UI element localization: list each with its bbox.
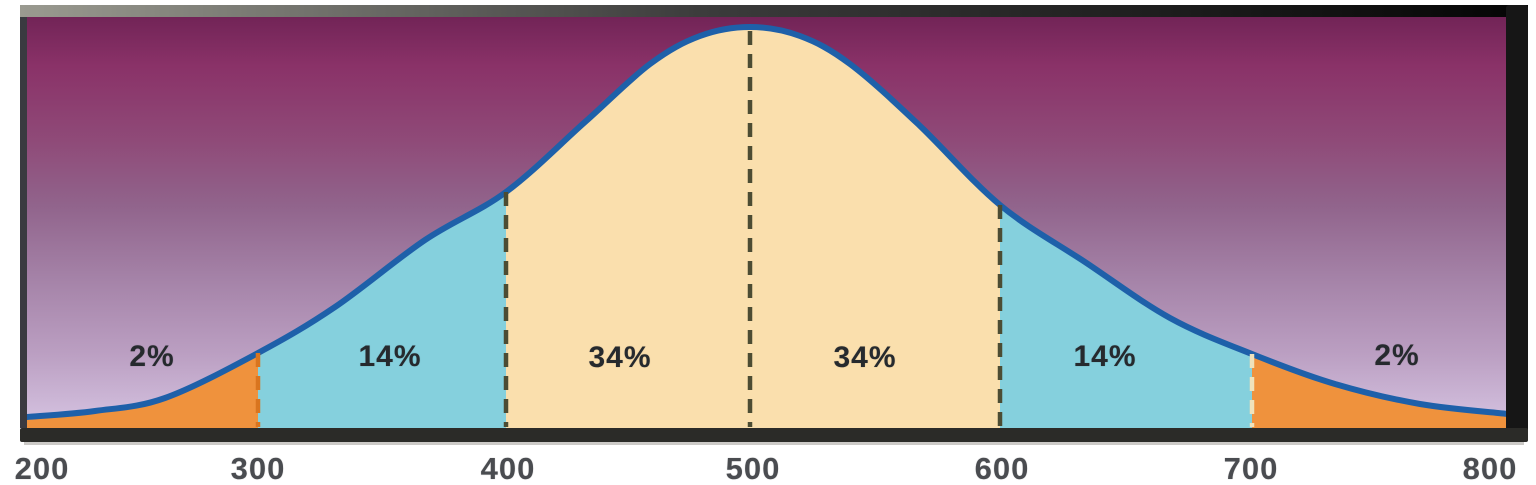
x-axis-baseline-bar xyxy=(20,428,1528,442)
frame-left-edge xyxy=(20,17,27,428)
bell-curve-line xyxy=(24,23,1511,420)
frame-top-edge xyxy=(20,5,1528,17)
baseline-shadow xyxy=(24,442,1524,445)
frame-right-edge xyxy=(1506,5,1528,442)
